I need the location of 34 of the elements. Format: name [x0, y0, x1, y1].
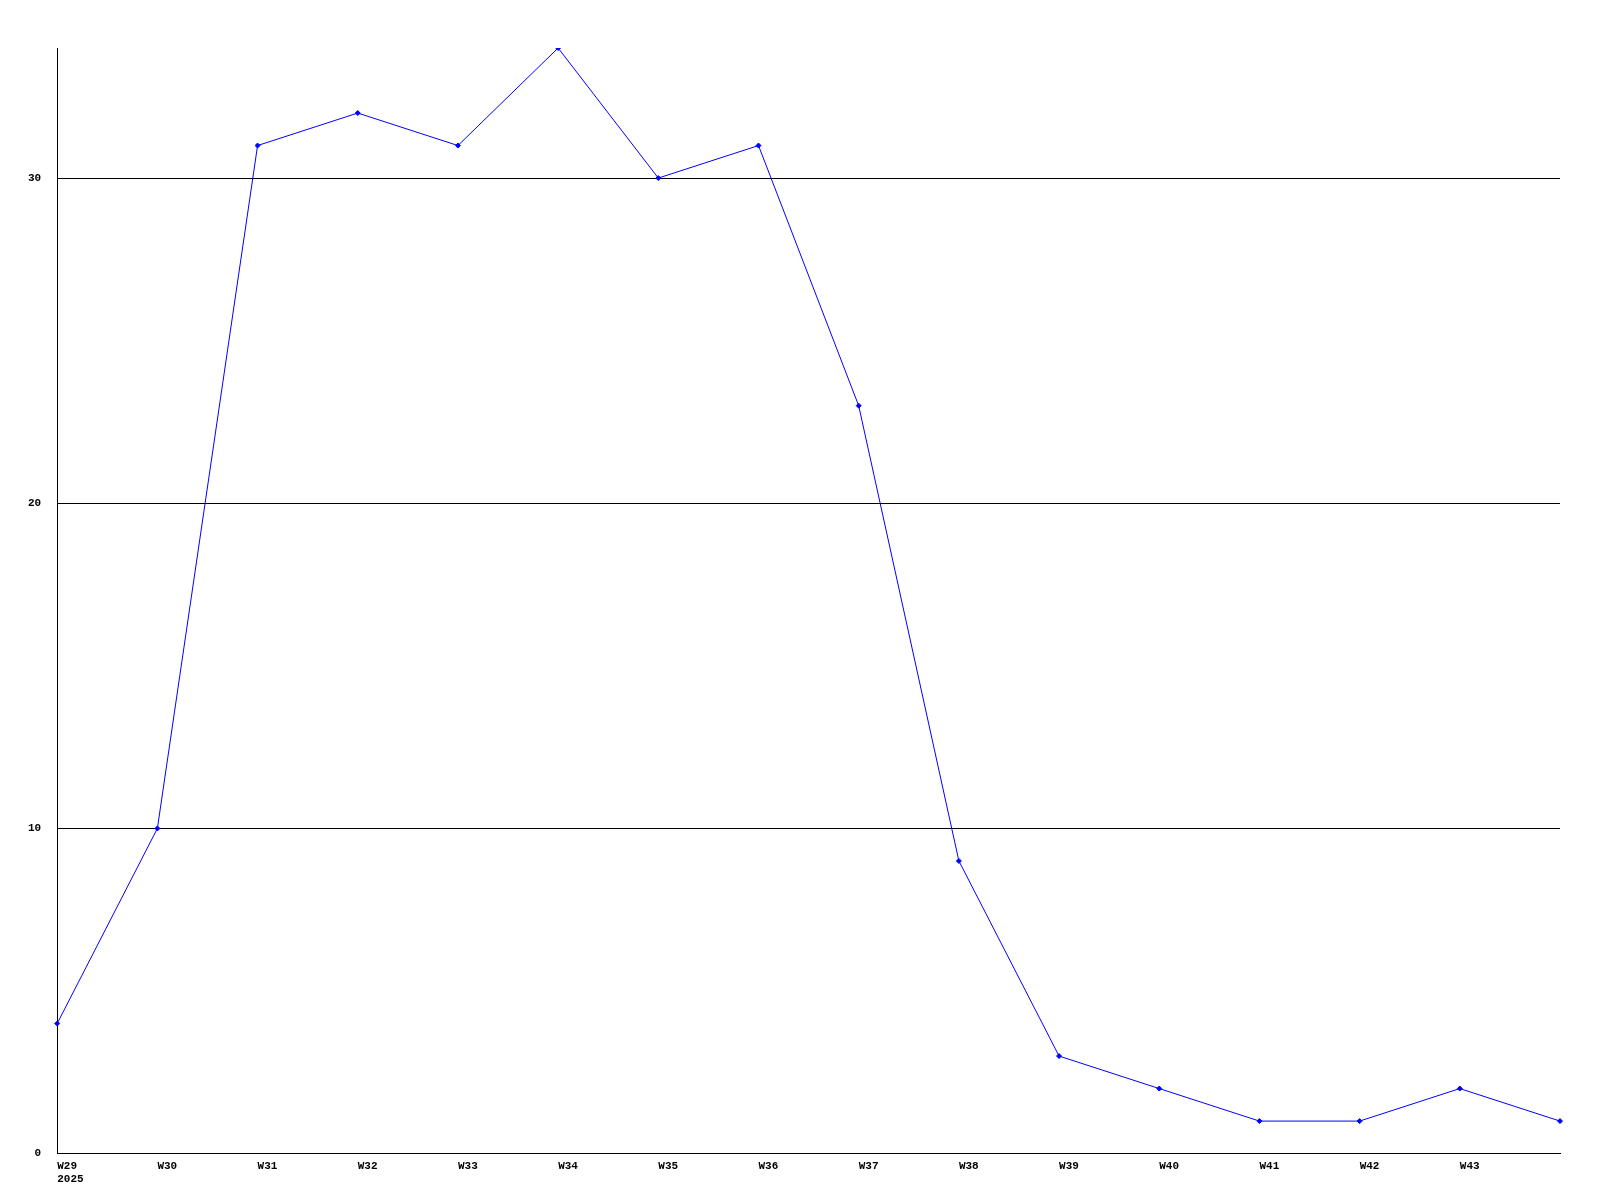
- x-tick-label: W38: [958, 1159, 980, 1172]
- x-tick-label: W33: [457, 1159, 479, 1172]
- point: [1456, 1085, 1463, 1092]
- x-tick-label: W30: [157, 1159, 178, 1172]
- point: [454, 142, 461, 149]
- y-tick-label: 0: [34, 1147, 42, 1160]
- x-tick-label: W34: [558, 1159, 579, 1172]
- x-tick-label: W32: [357, 1159, 378, 1172]
- point: [1156, 1085, 1163, 1092]
- point: [755, 142, 762, 149]
- x-tick-label: W40: [1159, 1159, 1180, 1172]
- x-tick-label: W43: [1459, 1159, 1481, 1172]
- point: [855, 402, 862, 409]
- x-tick-label: W37: [858, 1159, 879, 1172]
- x-tick-label: W42: [1359, 1159, 1380, 1172]
- point: [1356, 1118, 1363, 1125]
- point: [1557, 1118, 1563, 1125]
- point: [54, 1020, 61, 1027]
- x-tick-label: W29 2025: [57, 1159, 85, 1186]
- x-tick-label: W36: [758, 1159, 779, 1172]
- point: [1256, 1118, 1263, 1125]
- x-tick-label: W41: [1259, 1159, 1280, 1172]
- point: [354, 110, 361, 117]
- x-tick-label: W31: [257, 1159, 278, 1172]
- point: [955, 857, 962, 864]
- point: [254, 142, 261, 149]
- y-tick-label: 20: [28, 497, 42, 510]
- x-tick-label: W35: [658, 1159, 679, 1172]
- point: [154, 825, 161, 832]
- x-tick-label: W39: [1059, 1159, 1079, 1172]
- point: [1056, 1053, 1063, 1060]
- y-tick-label: 30: [28, 171, 42, 184]
- y-tick-label: 10: [28, 822, 42, 835]
- point: [655, 175, 662, 182]
